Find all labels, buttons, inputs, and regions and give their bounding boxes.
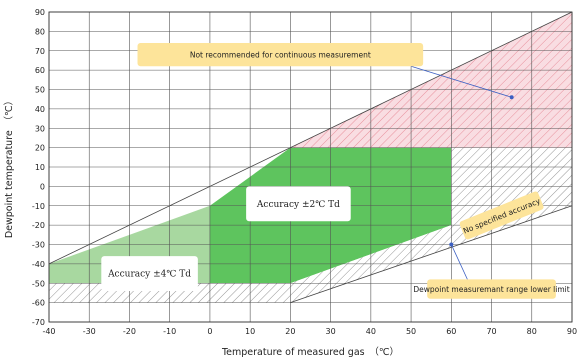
y-tick-label: -10 [32, 202, 45, 211]
y-tick-label: -60 [32, 299, 45, 308]
annotation-lower-limit: Dewpoint measuremant range lower limit [413, 242, 570, 299]
x-tick-labels: -40 -30 -20 -10 0 10 20 30 40 50 60 70 80 90 [42, 327, 577, 336]
x-tick-label: -30 [83, 327, 96, 336]
x-tick-label: 10 [245, 327, 255, 336]
annotation-box [101, 256, 198, 291]
callout-point [509, 95, 514, 100]
x-tick-label: 90 [567, 327, 577, 336]
x-tick-label: -20 [123, 327, 136, 336]
line-upper-limit [48, 11, 573, 265]
y-tick-label: 90 [35, 8, 45, 17]
x-tick-label: -10 [163, 327, 176, 336]
callout-leader [410, 65, 512, 98]
annotation-not-recommended: Not recommended for continuous measureme… [137, 43, 514, 100]
x-tick-label: 80 [527, 327, 537, 336]
y-tick-label: -30 [32, 241, 45, 250]
y-tick-label: -40 [32, 260, 45, 269]
annotation-label: Accuracy ±4℃ Td [107, 270, 191, 280]
plot-frame [48, 11, 573, 323]
annotation-label: Dewpoint measuremant range lower limit [413, 285, 569, 294]
annotation-label: Not recommended for continuous measureme… [190, 51, 371, 60]
annotation-accuracy-2: Accuracy ±2℃ Td [246, 186, 351, 222]
x-tick-label: 40 [366, 327, 376, 336]
x-tick-label: 50 [406, 327, 416, 336]
y-axis-title: Dewpoint temperature （℃） [3, 96, 15, 238]
y-tick-labels: -70 -60 -50 -40 -30 -20 -10 0 10 20 30 40 50 60 70 80 90 [32, 8, 45, 327]
annotation-box [246, 186, 351, 222]
x-tick-label: 30 [326, 327, 336, 336]
x-tick-label: 70 [486, 327, 496, 336]
y-tick-label: 50 [35, 86, 45, 95]
annotation-box [427, 279, 556, 299]
y-tick-label: 10 [35, 163, 45, 172]
annotation-label: Accuracy ±2℃ Td [256, 200, 340, 210]
x-tick-label: 60 [446, 327, 456, 336]
x-tick-label: -40 [42, 327, 55, 336]
y-tick-label: 60 [35, 66, 45, 75]
annotations-layer: Not recommended for continuous measureme… [101, 43, 570, 299]
annotation-box [137, 43, 424, 67]
x-tick-label: 0 [207, 327, 212, 336]
y-tick-label: 20 [35, 144, 45, 153]
axis-titles: Temperature of measured gas （℃） Dewpoint… [3, 96, 399, 358]
limit-lines-layer [48, 11, 573, 304]
line-lower-limit [290, 205, 573, 304]
callout-leader [450, 244, 468, 280]
x-tick-label: 20 [285, 327, 295, 336]
y-tick-label: -20 [32, 221, 45, 230]
y-tick-label: 0 [40, 182, 45, 191]
y-tick-label: 30 [35, 124, 45, 133]
y-tick-label: -70 [32, 318, 45, 327]
annotation-accuracy-4: Accuracy ±4℃ Td [101, 256, 198, 291]
annotation-box [459, 191, 544, 240]
y-tick-label: 70 [35, 47, 45, 56]
y-tick-label: -50 [32, 279, 45, 288]
y-tick-label: 40 [35, 105, 45, 114]
callout-point [449, 242, 454, 247]
x-axis-title: Temperature of measured gas （℃） [221, 346, 399, 358]
y-tick-label: 80 [35, 27, 45, 36]
